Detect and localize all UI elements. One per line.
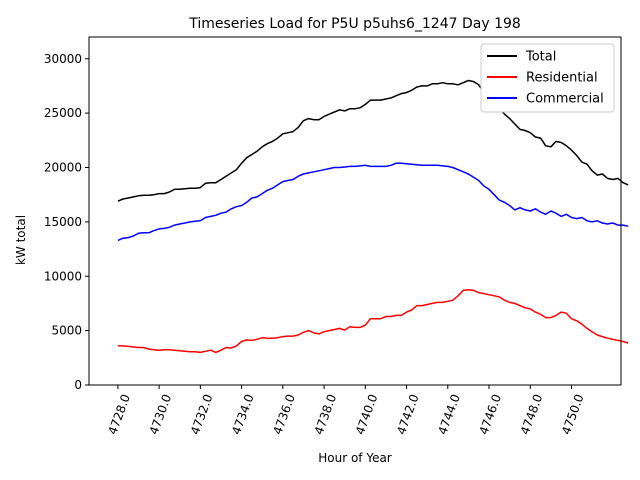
series-line-commercial [117, 162, 629, 242]
y-tick-label: 20000 [44, 161, 82, 175]
y-tick-label: 30000 [44, 52, 82, 66]
legend-label-total: Total [525, 50, 556, 65]
legend-box [480, 43, 615, 113]
y-axis: 0 5000 10000 15000 20000 25000 30000 [44, 52, 89, 392]
series-line-total [117, 79, 629, 202]
axes-frame [88, 36, 622, 386]
y-tick-label: 10000 [44, 269, 82, 283]
x-axis-label: Hour of Year [318, 451, 392, 465]
y-tick-label: 5000 [51, 324, 82, 338]
legend-label-commercial: Commercial [526, 92, 604, 107]
y-axis-label: kW total [14, 215, 28, 265]
y-tick-label: 25000 [44, 106, 82, 120]
legend: Total Residential Commercial [480, 43, 615, 113]
chart-title: Timeseries Load for P5U p5uhs6_1247 Day … [188, 16, 521, 32]
y-tick-label: 0 [74, 378, 82, 392]
legend-label-residential: Residential [526, 71, 598, 86]
y-tick-label: 15000 [44, 215, 82, 229]
series-line-residential [117, 289, 629, 354]
plot-area [117, 79, 629, 354]
